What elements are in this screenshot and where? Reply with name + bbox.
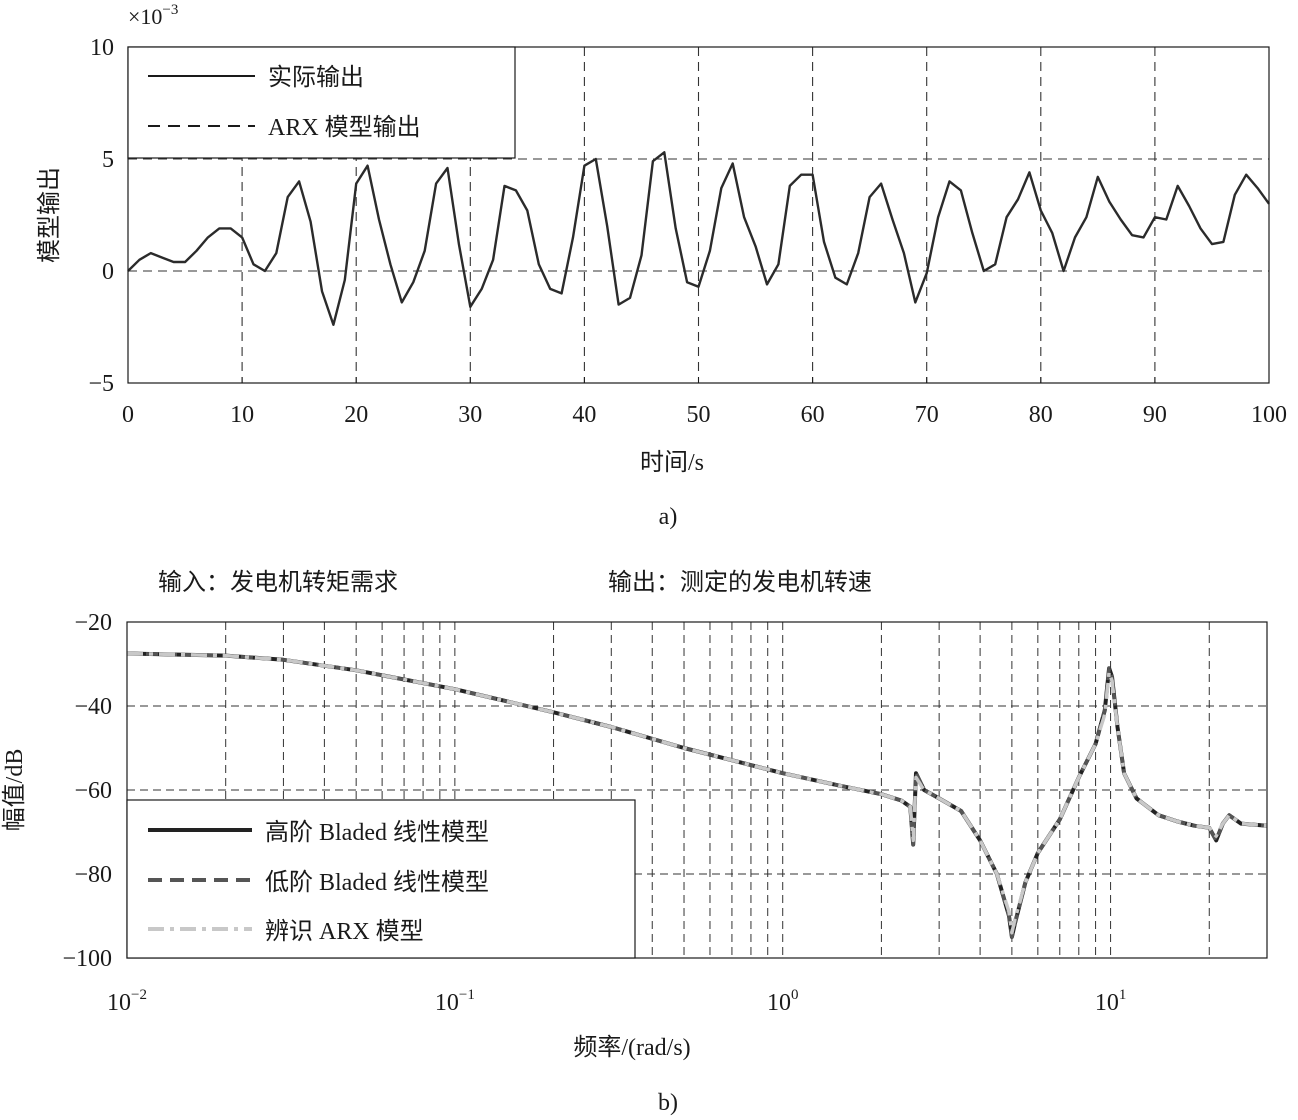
panel-a-grid	[128, 47, 1269, 383]
panel-b-legend-box	[126, 799, 636, 959]
panel-b-x-tick-label: 101	[1095, 987, 1127, 1016]
panel-b-y-tick-label: −60	[74, 778, 112, 804]
panel-b-y-tick-label: −20	[74, 610, 112, 636]
panel-b-axes-frame	[126, 621, 1268, 959]
panel-b-x-tick-exp: −2	[131, 987, 147, 1003]
panel-a-multiplier: ×10−3	[128, 2, 178, 29]
panel-a-y-tick-label: −5	[88, 371, 114, 397]
panel-a-label: a)	[659, 504, 678, 530]
panel-b-x-tick-base: 10	[107, 990, 131, 1016]
panel-a-y-tick-label: 10	[90, 35, 114, 61]
panel-a-x-tick-label: 60	[801, 402, 825, 428]
panel-b-legend: 高阶 Bladed 线性模型 低阶 Bladed 线性模型 辨识 ARX 模型	[126, 799, 636, 959]
panel-b-series-line-2	[126, 651, 1268, 935]
panel-b-legend-label-2: 辨识 ARX 模型	[265, 918, 424, 945]
panel-b-x-tick-label: 10−1	[435, 987, 475, 1016]
panel-a-multiplier-exp: −3	[162, 2, 178, 18]
panel-b-title-output: 输出：测定的发电机转速	[608, 569, 872, 596]
panel-b-x-tick-base: 10	[435, 990, 459, 1016]
panel-a-multiplier-base: ×10	[128, 4, 162, 29]
panel-b-legend-label-1: 低阶 Bladed 线性模型	[265, 869, 489, 896]
panel-b-y-tick-label: −80	[74, 862, 112, 888]
panel-b-x-tick-exp: −1	[459, 987, 475, 1003]
panel-b-x-axis-label: 频率/(rad/s)	[573, 1034, 690, 1061]
panel-a-x-tick-label: 100	[1251, 402, 1287, 428]
panel-a-x-tick-label: 10	[230, 402, 254, 428]
panel-a-x-tick-label: 90	[1143, 402, 1167, 428]
panel-b-x-tick-label: 100	[767, 987, 799, 1016]
panel-a: 0 10 20 30 40 50 60 70 80 90 100 −5 0 5 10 ×10−3 模型输出…	[36, 2, 1287, 530]
panel-a-y-tick-label: 5	[102, 147, 114, 173]
panel-a-x-tick-label: 30	[458, 402, 482, 428]
panel-a-legend: 实际输出 ARX 模型输出	[127, 46, 516, 159]
panel-b-x-tick-exp: 1	[1119, 987, 1127, 1003]
panel-a-legend-box	[127, 46, 516, 159]
panel-b-label: b)	[658, 1090, 678, 1116]
panel-b-series	[126, 651, 1268, 939]
panel-b-x-ticks: 10−2 10−1 100 101	[107, 987, 1126, 1016]
panel-a-legend-label-1: ARX 模型输出	[268, 114, 421, 141]
panel-a-y-ticks: −5 0 5 10	[88, 35, 114, 397]
panel-a-x-axis-label: 时间/s	[640, 449, 704, 476]
panel-a-x-tick-label: 0	[122, 402, 134, 428]
panel-a-x-tick-label: 70	[915, 402, 939, 428]
panel-a-y-tick-label: 0	[102, 259, 114, 285]
panel-b-y-axis-label: 幅值/dB	[1, 749, 28, 832]
panel-b-x-tick-base: 10	[767, 990, 791, 1016]
panel-a-x-tick-label: 20	[344, 402, 368, 428]
panel-a-legend-label-0: 实际输出	[268, 64, 364, 91]
panel-b-y-ticks: −100 −80 −60 −40 −20	[62, 610, 112, 972]
panel-a-x-tick-label: 50	[687, 402, 711, 428]
panel-a-x-ticks: 0 10 20 30 40 50 60 70 80 90 100	[122, 377, 1287, 428]
panel-b-x-tick-exp: 0	[791, 987, 799, 1003]
panel-b-legend-label-0: 高阶 Bladed 线性模型	[265, 819, 489, 846]
panel-b-x-tick-base: 10	[1095, 990, 1119, 1016]
panel-b-x-tick-label: 10−2	[107, 987, 147, 1016]
panel-a-x-tick-label: 80	[1029, 402, 1053, 428]
panel-a-y-axis-label: 模型输出	[36, 167, 63, 263]
panel-a-series-line-0	[127, 151, 1270, 326]
panel-b-title-input: 输入：发电机转矩需求	[158, 569, 398, 596]
panel-b: 输入：发电机转矩需求 输出：测定的发电机转速 10−2 10−1 100 101 −1…	[1, 569, 1268, 1116]
panel-b-y-tick-label: −40	[74, 694, 112, 720]
panel-a-x-tick-label: 40	[572, 402, 596, 428]
panel-a-series	[127, 151, 1270, 326]
panel-b-y-tick-label: −100	[62, 946, 112, 972]
